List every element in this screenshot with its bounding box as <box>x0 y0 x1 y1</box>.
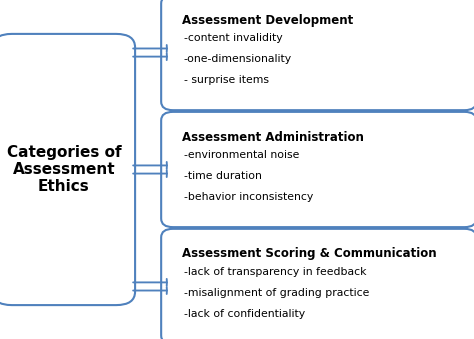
Text: -one-dimensionality: -one-dimensionality <box>184 54 292 64</box>
Text: -time duration: -time duration <box>184 171 262 181</box>
FancyBboxPatch shape <box>161 229 474 339</box>
Text: -lack of confidentiality: -lack of confidentiality <box>184 309 305 319</box>
Text: -behavior inconsistency: -behavior inconsistency <box>184 192 313 202</box>
Text: -environmental noise: -environmental noise <box>184 150 299 160</box>
Text: Categories of
Assessment
Ethics: Categories of Assessment Ethics <box>7 145 121 194</box>
FancyBboxPatch shape <box>161 0 474 110</box>
FancyBboxPatch shape <box>0 34 135 305</box>
Text: Assessment Development: Assessment Development <box>182 14 353 26</box>
Text: Assessment Scoring & Communication: Assessment Scoring & Communication <box>182 247 436 260</box>
Text: - surprise items: - surprise items <box>184 75 269 85</box>
FancyBboxPatch shape <box>161 112 474 227</box>
Text: Assessment Administration: Assessment Administration <box>182 131 364 143</box>
Text: -lack of transparency in feedback: -lack of transparency in feedback <box>184 267 366 277</box>
Text: -misalignment of grading practice: -misalignment of grading practice <box>184 288 369 298</box>
Text: -content invalidity: -content invalidity <box>184 33 283 43</box>
